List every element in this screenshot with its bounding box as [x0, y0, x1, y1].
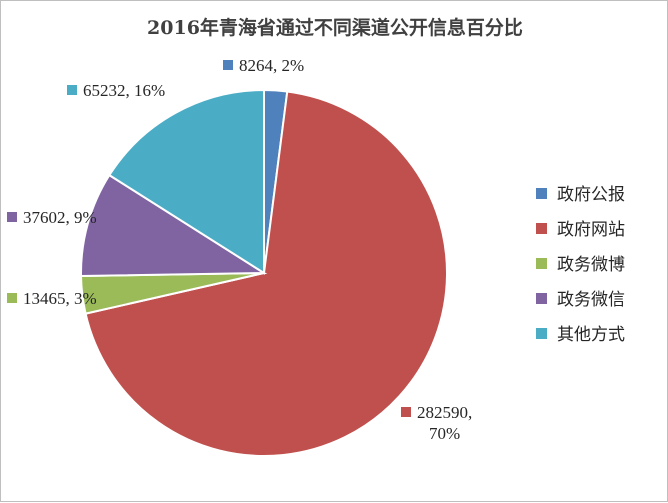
pie-slices: [80, 88, 448, 458]
data-label-marker-3: [7, 293, 17, 303]
legend-entry-5: 其他方式: [557, 325, 625, 345]
legend-swatch-4: [536, 293, 547, 304]
data-labels: 8264, 2% 282590, 70% 13465, 3% 37602, 9% 6523…: [7, 56, 472, 443]
pie-slice-5: [107, 88, 265, 275]
data-label-1: 8264, 2%: [239, 56, 304, 75]
chart-title: 2016年青海省通过不同渠道公开信息百分比: [147, 16, 523, 39]
legend-entry-1: 政府公报: [557, 185, 625, 205]
legend-entry-4: 政务微信: [557, 290, 625, 310]
data-label-marker-5: [67, 85, 77, 95]
data-label-2-line-2: 70%: [429, 424, 460, 443]
pie-slice-4: [80, 173, 268, 277]
legend-swatch-2: [536, 223, 547, 234]
data-label-marker-4: [7, 212, 17, 222]
legend-entry-2: 政府网站: [557, 220, 625, 240]
data-label-marker-2: [401, 407, 411, 417]
legend-swatch-3: [536, 258, 547, 269]
legend-swatch-5: [536, 328, 547, 339]
data-label-2-line-1: 282590,: [417, 403, 472, 422]
data-label-marker-1: [223, 60, 233, 70]
legend-swatch-1: [536, 188, 547, 199]
legend-entry-3: 政务微博: [557, 255, 625, 275]
data-label-3: 13465, 3%: [23, 289, 97, 308]
data-label-5: 65232, 16%: [83, 81, 165, 100]
data-label-4: 37602, 9%: [23, 208, 97, 227]
